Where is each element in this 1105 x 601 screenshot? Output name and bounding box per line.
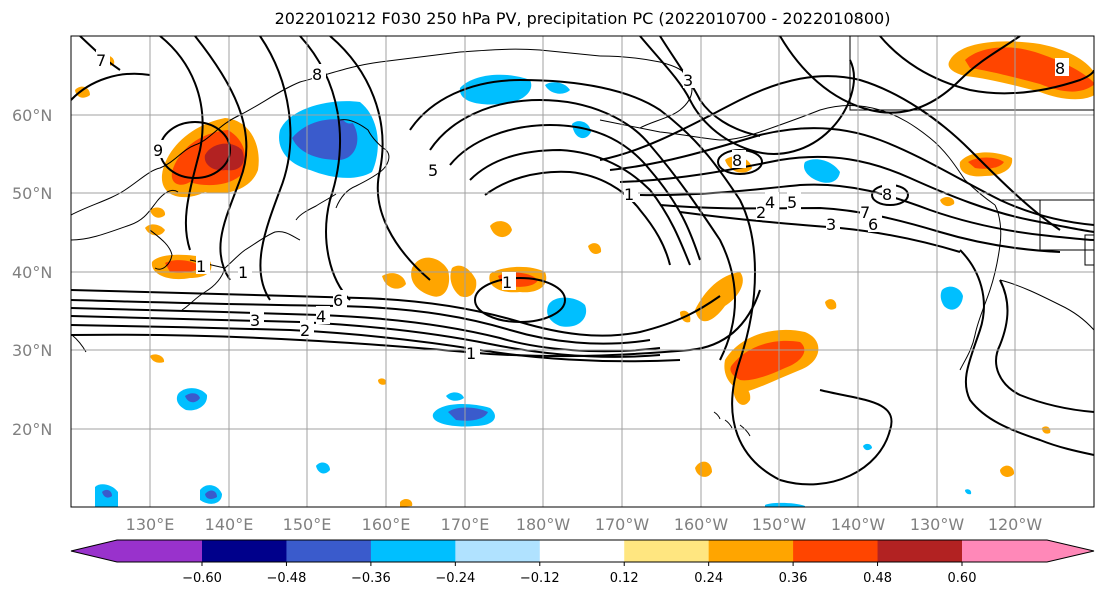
contour-label-1-loop: 1 (502, 273, 512, 292)
longitude-labels: 130°E 140°E 150°E 160°E 170°E 180°W 170°… (126, 515, 1043, 534)
contour-labels: 6 4 2 3 1 1 1 1 2 4 5 3 7 6 (96, 50, 1069, 363)
positive-precip-anomalies (75, 41, 1094, 507)
colorbar-tick-label: −0.12 (520, 571, 560, 586)
colorbar-segment-2 (286, 540, 372, 562)
lat-label-60: 60°N (12, 106, 52, 125)
negative-precip-anomalies (95, 74, 972, 507)
colorbar-segment-9 (877, 540, 963, 562)
lon-label-140e: 140°E (205, 515, 254, 534)
colorbar-segment-7 (708, 540, 794, 562)
colorbar-tick-label: −0.48 (267, 571, 307, 586)
colorbar-tick-label: 0.48 (863, 571, 892, 586)
contour-label-3-alaska: 3 (683, 71, 693, 90)
lon-label-160e: 160°E (362, 515, 411, 534)
colorbar-tick-label: 0.24 (694, 571, 723, 586)
contour-label-1-korea: 1 (196, 257, 206, 276)
lon-label-120w: 120°W (988, 515, 1043, 534)
contour-label-6-east: 6 (868, 215, 878, 234)
lon-label-140w: 140°W (831, 515, 886, 534)
lon-label-150e: 150°E (283, 515, 332, 534)
colorbar-tick-label: 0.36 (779, 571, 808, 586)
colorbar-segment-3 (370, 540, 456, 562)
lon-label-170w: 170°W (595, 515, 650, 534)
colorbar-tick-label: 0.60 (948, 571, 977, 586)
contour-label-4-east: 4 (765, 193, 775, 212)
lat-label-30: 30°N (12, 341, 52, 360)
colorbar-tick-label: −0.36 (351, 571, 391, 586)
contour-label-7-northwest: 7 (96, 51, 106, 70)
lon-label-170e: 170°E (441, 515, 490, 534)
contour-label-7-east: 7 (860, 203, 870, 222)
colorbar-segment-8 (793, 540, 879, 562)
latitude-labels: 60°N 50°N 40°N 30°N 20°N (12, 106, 52, 439)
contour-label-8-gulf: 8 (882, 185, 892, 204)
lon-label-180w: 180°W (516, 515, 571, 534)
colorbar-segment-4 (455, 540, 541, 562)
contour-label-5-north: 5 (428, 161, 438, 180)
lat-label-40: 40°N (12, 263, 52, 282)
contour-label-2-east: 2 (756, 203, 766, 222)
colorbar-segment-10 (962, 540, 1094, 562)
lon-label-160w: 160°W (674, 515, 729, 534)
contour-label-5-east: 5 (787, 193, 797, 212)
contour-label-8-northeast: 8 (1055, 59, 1065, 78)
lon-label-130e: 130°E (126, 515, 175, 534)
colorbar: −0.60 −0.48 −0.36 −0.24 −0.12 0.12 0.24 0.36 0.4… (70, 539, 1095, 586)
lat-label-50: 50°N (12, 184, 52, 203)
colorbar-tick-label: 0.12 (610, 571, 639, 586)
figure-title: 2022010212 F030 250 hPa PV, precipitatio… (274, 9, 891, 28)
colorbar-tick-label: −0.24 (435, 571, 475, 586)
contour-label-6: 6 (333, 291, 343, 310)
contour-label-3: 3 (250, 311, 260, 330)
contour-label-8-north: 8 (312, 65, 322, 84)
colorbar-segment-1 (202, 540, 287, 562)
colorbar-segment-5 (539, 540, 625, 562)
colorbar-segment-6 (624, 540, 710, 562)
contour-label-4: 4 (316, 307, 326, 326)
contour-label-1-japan: 1 (238, 263, 248, 282)
colorbar-segment-0 (71, 540, 202, 562)
plot-frame (70, 35, 1095, 508)
contour-label-8-aleutian: 8 (732, 151, 742, 170)
colorbar-outline (70, 539, 1095, 563)
colorbar-tick-label: −0.60 (182, 571, 222, 586)
lon-label-150w: 150°W (752, 515, 807, 534)
lon-label-130w: 130°W (910, 515, 965, 534)
contour-label-2: 2 (300, 321, 310, 340)
lat-label-20: 20°N (12, 420, 52, 439)
contour-label-3-east: 3 (826, 215, 836, 234)
pv-contours (71, 36, 1094, 486)
contour-label-1-north: 1 (624, 185, 634, 204)
contour-label-9-west: 9 (153, 141, 163, 160)
contour-label-1-south: 1 (466, 344, 476, 363)
